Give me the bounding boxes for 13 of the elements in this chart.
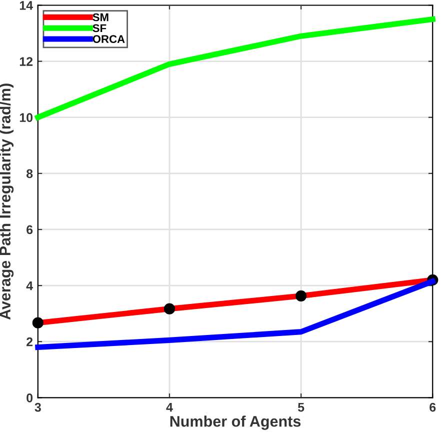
x-tick-label: 4 [166, 402, 173, 412]
x-axis-title: Number of Agents [170, 416, 301, 430]
x-tick-label: 3 [34, 402, 41, 412]
y-tick-label: 2 [26, 337, 33, 346]
x-tick-label: 5 [298, 402, 304, 412]
y-tick-label: 8 [26, 169, 33, 178]
y-tick-label: 0 [26, 393, 33, 402]
y-tick-label: 14 [20, 1, 33, 10]
y-tick-label: 6 [26, 225, 33, 234]
y-tick-label: 12 [20, 57, 33, 66]
y-tick-label: 10 [20, 113, 33, 122]
x-tick-label: 6 [430, 402, 436, 412]
y-tick-label: 4 [26, 281, 33, 290]
